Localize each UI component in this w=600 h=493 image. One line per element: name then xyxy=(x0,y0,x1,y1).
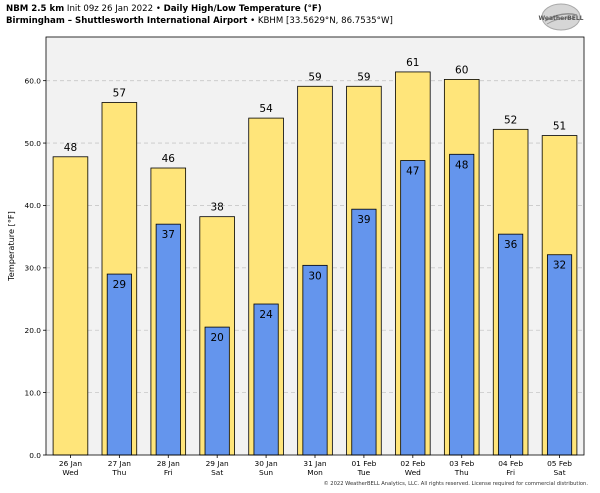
x-tick-date: 31 Jan xyxy=(303,459,326,468)
y-tick-label: 30.0 xyxy=(25,264,42,273)
high-temp-label: 38 xyxy=(210,202,223,214)
y-tick-label: 60.0 xyxy=(25,76,42,85)
high-temp-label: 60 xyxy=(455,64,468,76)
x-tick-day: Sat xyxy=(553,468,565,477)
low-temp-label: 48 xyxy=(455,159,468,171)
y-axis-label: Temperature [°F] xyxy=(6,211,16,282)
x-tick-date: 02 Feb xyxy=(400,459,425,468)
station-name: Birmingham – Shuttlesworth International… xyxy=(6,16,248,26)
chart-title-line: NBM 2.5 km Init 09z 26 Jan 2022 • Daily … xyxy=(6,4,322,14)
high-temp-label: 61 xyxy=(406,57,419,69)
low-temp-label: 30 xyxy=(308,270,321,282)
high-temp-label: 57 xyxy=(113,88,126,100)
high-temp-label: 54 xyxy=(259,103,273,115)
y-tick-label: 40.0 xyxy=(25,201,42,210)
model-name: NBM 2.5 km xyxy=(6,4,65,14)
separator: • xyxy=(250,16,256,26)
high-temp-label: 59 xyxy=(357,71,370,83)
low-temp-label: 39 xyxy=(357,214,370,226)
low-temp-bar xyxy=(106,273,132,456)
y-tick-label: 50.0 xyxy=(25,139,42,148)
x-tick-date: 30 Jan xyxy=(255,459,278,468)
init-time: Init 09z 26 Jan 2022 xyxy=(66,4,154,14)
x-tick-date: 01 Feb xyxy=(351,459,376,468)
low-temp-label: 29 xyxy=(113,279,126,291)
high-temp-label: 48 xyxy=(64,142,77,154)
weatherbell-logo: WeatherBELL xyxy=(538,3,584,31)
separator: • xyxy=(155,4,161,14)
y-axis: 0.0 10.0 20.0 30.0 40.0 50.0 60.0 xyxy=(25,76,46,460)
x-tick-date: 27 Jan xyxy=(108,459,131,468)
high-temp-label: 51 xyxy=(553,121,566,133)
high-temp-bar xyxy=(52,156,89,456)
x-tick-date: 28 Jan xyxy=(157,459,180,468)
low-temp-label: 36 xyxy=(504,239,518,251)
y-tick-label: 10.0 xyxy=(25,388,42,397)
high-temp-label: 52 xyxy=(504,114,517,126)
low-temp-bar xyxy=(498,233,524,456)
x-tick-day: Fri xyxy=(506,468,515,477)
low-temp-bar xyxy=(449,153,475,456)
low-temp-bar xyxy=(253,303,279,456)
copyright-notice: © 2022 WeatherBELL Analytics, LLC. All r… xyxy=(323,481,588,487)
x-tick-day: Wed xyxy=(62,468,78,477)
x-tick-day: Wed xyxy=(405,468,421,477)
logo-text: WeatherBELL xyxy=(538,15,583,22)
y-tick-label: 20.0 xyxy=(25,326,42,335)
high-temp-label: 59 xyxy=(308,71,321,83)
x-tick-date: 04 Feb xyxy=(498,459,523,468)
x-tick-day: Sun xyxy=(259,468,273,477)
bars: 48 57 29 46 37 38 20 54 24 59 30 59 39 61 47 60 48 52 36 51… xyxy=(52,57,578,456)
x-tick-date: 26 Jan xyxy=(59,459,82,468)
x-tick-day: Thu xyxy=(454,468,469,477)
low-temp-label: 32 xyxy=(553,260,566,272)
station-line: Birmingham – Shuttlesworth International… xyxy=(6,16,393,26)
low-temp-label: 20 xyxy=(210,332,223,344)
x-tick-date: 03 Feb xyxy=(449,459,474,468)
low-temp-bar xyxy=(400,160,426,456)
low-temp-bar xyxy=(302,264,328,456)
low-temp-label: 24 xyxy=(259,309,273,321)
x-tick-date: 29 Jan xyxy=(206,459,229,468)
x-tick-day: Thu xyxy=(111,468,126,477)
x-tick-day: Sat xyxy=(211,468,223,477)
x-tick-day: Mon xyxy=(307,468,323,477)
low-temp-label: 47 xyxy=(406,166,419,178)
x-tick-date: 05 Feb xyxy=(547,459,572,468)
high-temp-label: 46 xyxy=(162,153,176,165)
low-temp-bar xyxy=(351,208,377,456)
station-info: KBHM [33.5629°N, 86.7535°W] xyxy=(257,16,393,26)
chart-title: Daily High/Low Temperature (°F) xyxy=(163,4,322,14)
low-temp-bar xyxy=(204,326,230,456)
low-temp-label: 37 xyxy=(162,229,175,241)
y-tick-label: 0.0 xyxy=(29,451,41,460)
low-temp-bar xyxy=(155,223,181,456)
x-tick-day: Fri xyxy=(164,468,173,477)
low-temp-bar xyxy=(546,254,573,456)
x-tick-day: Tue xyxy=(357,468,371,477)
